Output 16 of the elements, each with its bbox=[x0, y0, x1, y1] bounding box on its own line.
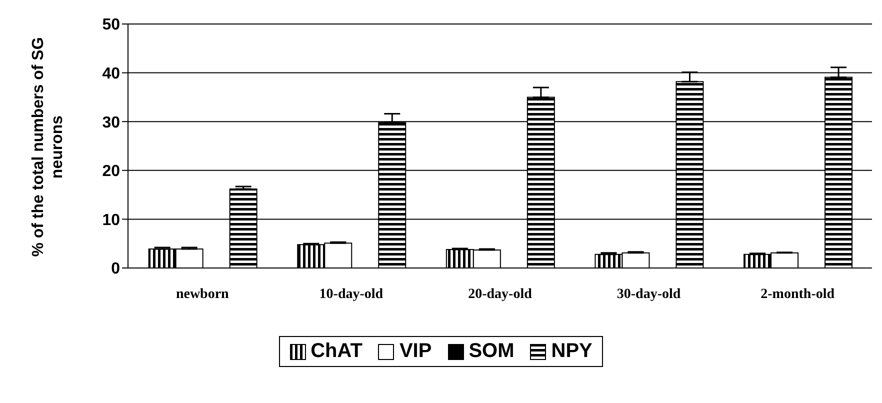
x-tick-label: 10-day-old bbox=[319, 286, 384, 302]
y-axis-title: % of the total numbers of SG neurons bbox=[29, 36, 67, 259]
legend-label: VIP bbox=[399, 340, 432, 363]
y-tick-label: 30 bbox=[102, 114, 120, 132]
y-tick-label: 0 bbox=[111, 260, 120, 278]
x-tick-label: 2-month-old bbox=[760, 286, 835, 302]
y-tick-label: 40 bbox=[102, 65, 120, 82]
legend-label: SOM bbox=[468, 340, 514, 363]
y-tick-label: 10 bbox=[102, 212, 120, 229]
legend-label: NPY bbox=[551, 340, 592, 363]
y-tick-label: 50 bbox=[102, 16, 120, 34]
x-tick-label: newborn bbox=[176, 286, 230, 302]
x-tick-label: 30-day-old bbox=[616, 286, 681, 302]
x-tick-label: 20-day-old bbox=[468, 286, 532, 302]
legend-label: ChAT bbox=[310, 340, 362, 363]
y-tick-label: 20 bbox=[102, 163, 120, 180]
